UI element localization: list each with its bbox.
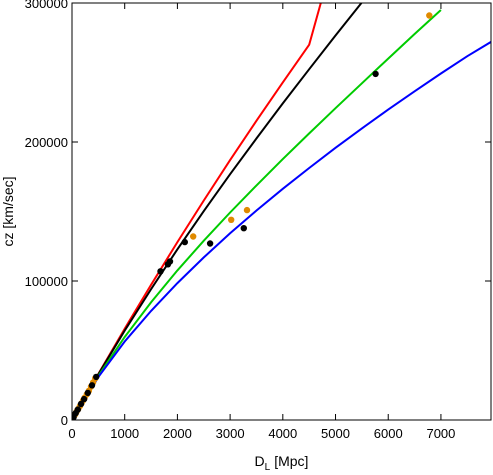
data-point bbox=[240, 225, 247, 232]
x-tick-label: 7000 bbox=[426, 426, 455, 441]
y-axis-title: cz [km/sec] bbox=[0, 176, 16, 246]
y-tick-label: 200000 bbox=[25, 135, 68, 150]
data-point bbox=[206, 240, 214, 247]
data-point bbox=[166, 258, 174, 265]
data-point bbox=[426, 12, 433, 19]
x-axis-title: DL [Mpc] bbox=[255, 453, 309, 473]
data-point bbox=[77, 400, 85, 408]
data-point bbox=[93, 373, 100, 381]
x-axis-title-main: D bbox=[255, 453, 265, 469]
y-tick-label: 100000 bbox=[25, 274, 68, 289]
data-point bbox=[157, 268, 164, 275]
plot-content bbox=[72, 3, 491, 420]
data-point bbox=[190, 233, 197, 240]
x-tick-label: 6000 bbox=[374, 426, 403, 441]
x-axis-title-unit: [Mpc] bbox=[274, 453, 308, 469]
data-point bbox=[372, 70, 379, 78]
x-tick-label: 3000 bbox=[216, 426, 245, 441]
plot-frame bbox=[71, 2, 492, 421]
data-point bbox=[181, 238, 188, 246]
plot-area bbox=[72, 3, 491, 420]
y-tick-label: 300000 bbox=[25, 0, 68, 11]
model-curve-2 bbox=[72, 3, 363, 420]
model-curve-3 bbox=[72, 9, 442, 420]
data-point bbox=[80, 395, 88, 403]
x-tick-label: 0 bbox=[68, 426, 75, 441]
x-tick-label: 2000 bbox=[163, 426, 192, 441]
x-tick-label: 1000 bbox=[110, 426, 139, 441]
data-point bbox=[228, 216, 235, 223]
data-point bbox=[88, 382, 96, 389]
y-tick-label: 0 bbox=[61, 413, 68, 428]
data-point bbox=[84, 389, 92, 397]
x-axis-title-subscript: L bbox=[265, 462, 271, 473]
axes: 0 1000 2000 3000 4000 5000 6000 7000 0 100000 2000… bbox=[25, 0, 491, 441]
x-tick-label: 4000 bbox=[268, 426, 297, 441]
data-point bbox=[243, 206, 251, 214]
x-tick-label: 5000 bbox=[321, 426, 350, 441]
model-curve-4 bbox=[72, 41, 491, 420]
data-point bbox=[74, 406, 82, 413]
